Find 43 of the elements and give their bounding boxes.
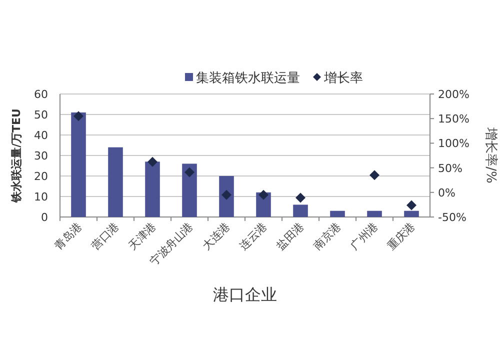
- x-tick-label: 广州港: [348, 220, 381, 252]
- bar: [145, 162, 160, 217]
- y-tick-label: 30: [34, 150, 48, 162]
- x-tick-label: 连云港: [237, 220, 270, 252]
- y2-tick-label: 150%: [438, 112, 470, 126]
- x-tick-label: 盐田港: [274, 220, 307, 252]
- y-tick-label: 20: [34, 170, 48, 183]
- point: [370, 170, 380, 180]
- point: [184, 167, 194, 178]
- x-tick-label: 南京港: [311, 220, 344, 252]
- y-tick-label: 10: [34, 190, 48, 204]
- y-tick-label: 0: [41, 211, 48, 224]
- point: [406, 200, 416, 210]
- point: [148, 156, 158, 167]
- bar: [293, 204, 308, 217]
- y2-tick-label: -50%: [438, 211, 466, 224]
- y2-tick-label: 50%: [438, 162, 462, 175]
- x-axis-title: 港口企业: [213, 285, 277, 304]
- x-tick-label: 大连港: [200, 220, 233, 252]
- y-tick-label: 40: [34, 129, 48, 142]
- bar: [182, 164, 197, 217]
- y2-tick-label: 100%: [438, 137, 470, 150]
- x-tick-label: 天津港: [126, 220, 159, 252]
- bar: [108, 147, 123, 217]
- legend-label: 增长率: [323, 70, 363, 86]
- x-tick-label: 青岛港: [52, 220, 85, 252]
- bar: [219, 176, 234, 217]
- y2-tick-label: 200%: [438, 88, 470, 101]
- y-tick-label: 60: [34, 88, 48, 101]
- point: [258, 190, 268, 200]
- y-tick-label: 50: [34, 108, 48, 122]
- bar: [71, 112, 86, 217]
- bar: [330, 210, 345, 217]
- x-tick-label: 重庆港: [385, 220, 418, 252]
- point: [74, 111, 84, 122]
- x-tick-label: 营口港: [89, 220, 122, 252]
- y-axis-title: 铁水联运量/万TEU: [10, 108, 23, 204]
- point: [296, 192, 306, 203]
- bar: [367, 210, 382, 217]
- legend-label: 集装箱铁水联运量: [196, 71, 300, 86]
- bar: [404, 210, 419, 217]
- y2-tick-label: 0%: [438, 186, 456, 200]
- y2-axis-title: 增长率/%: [483, 126, 499, 184]
